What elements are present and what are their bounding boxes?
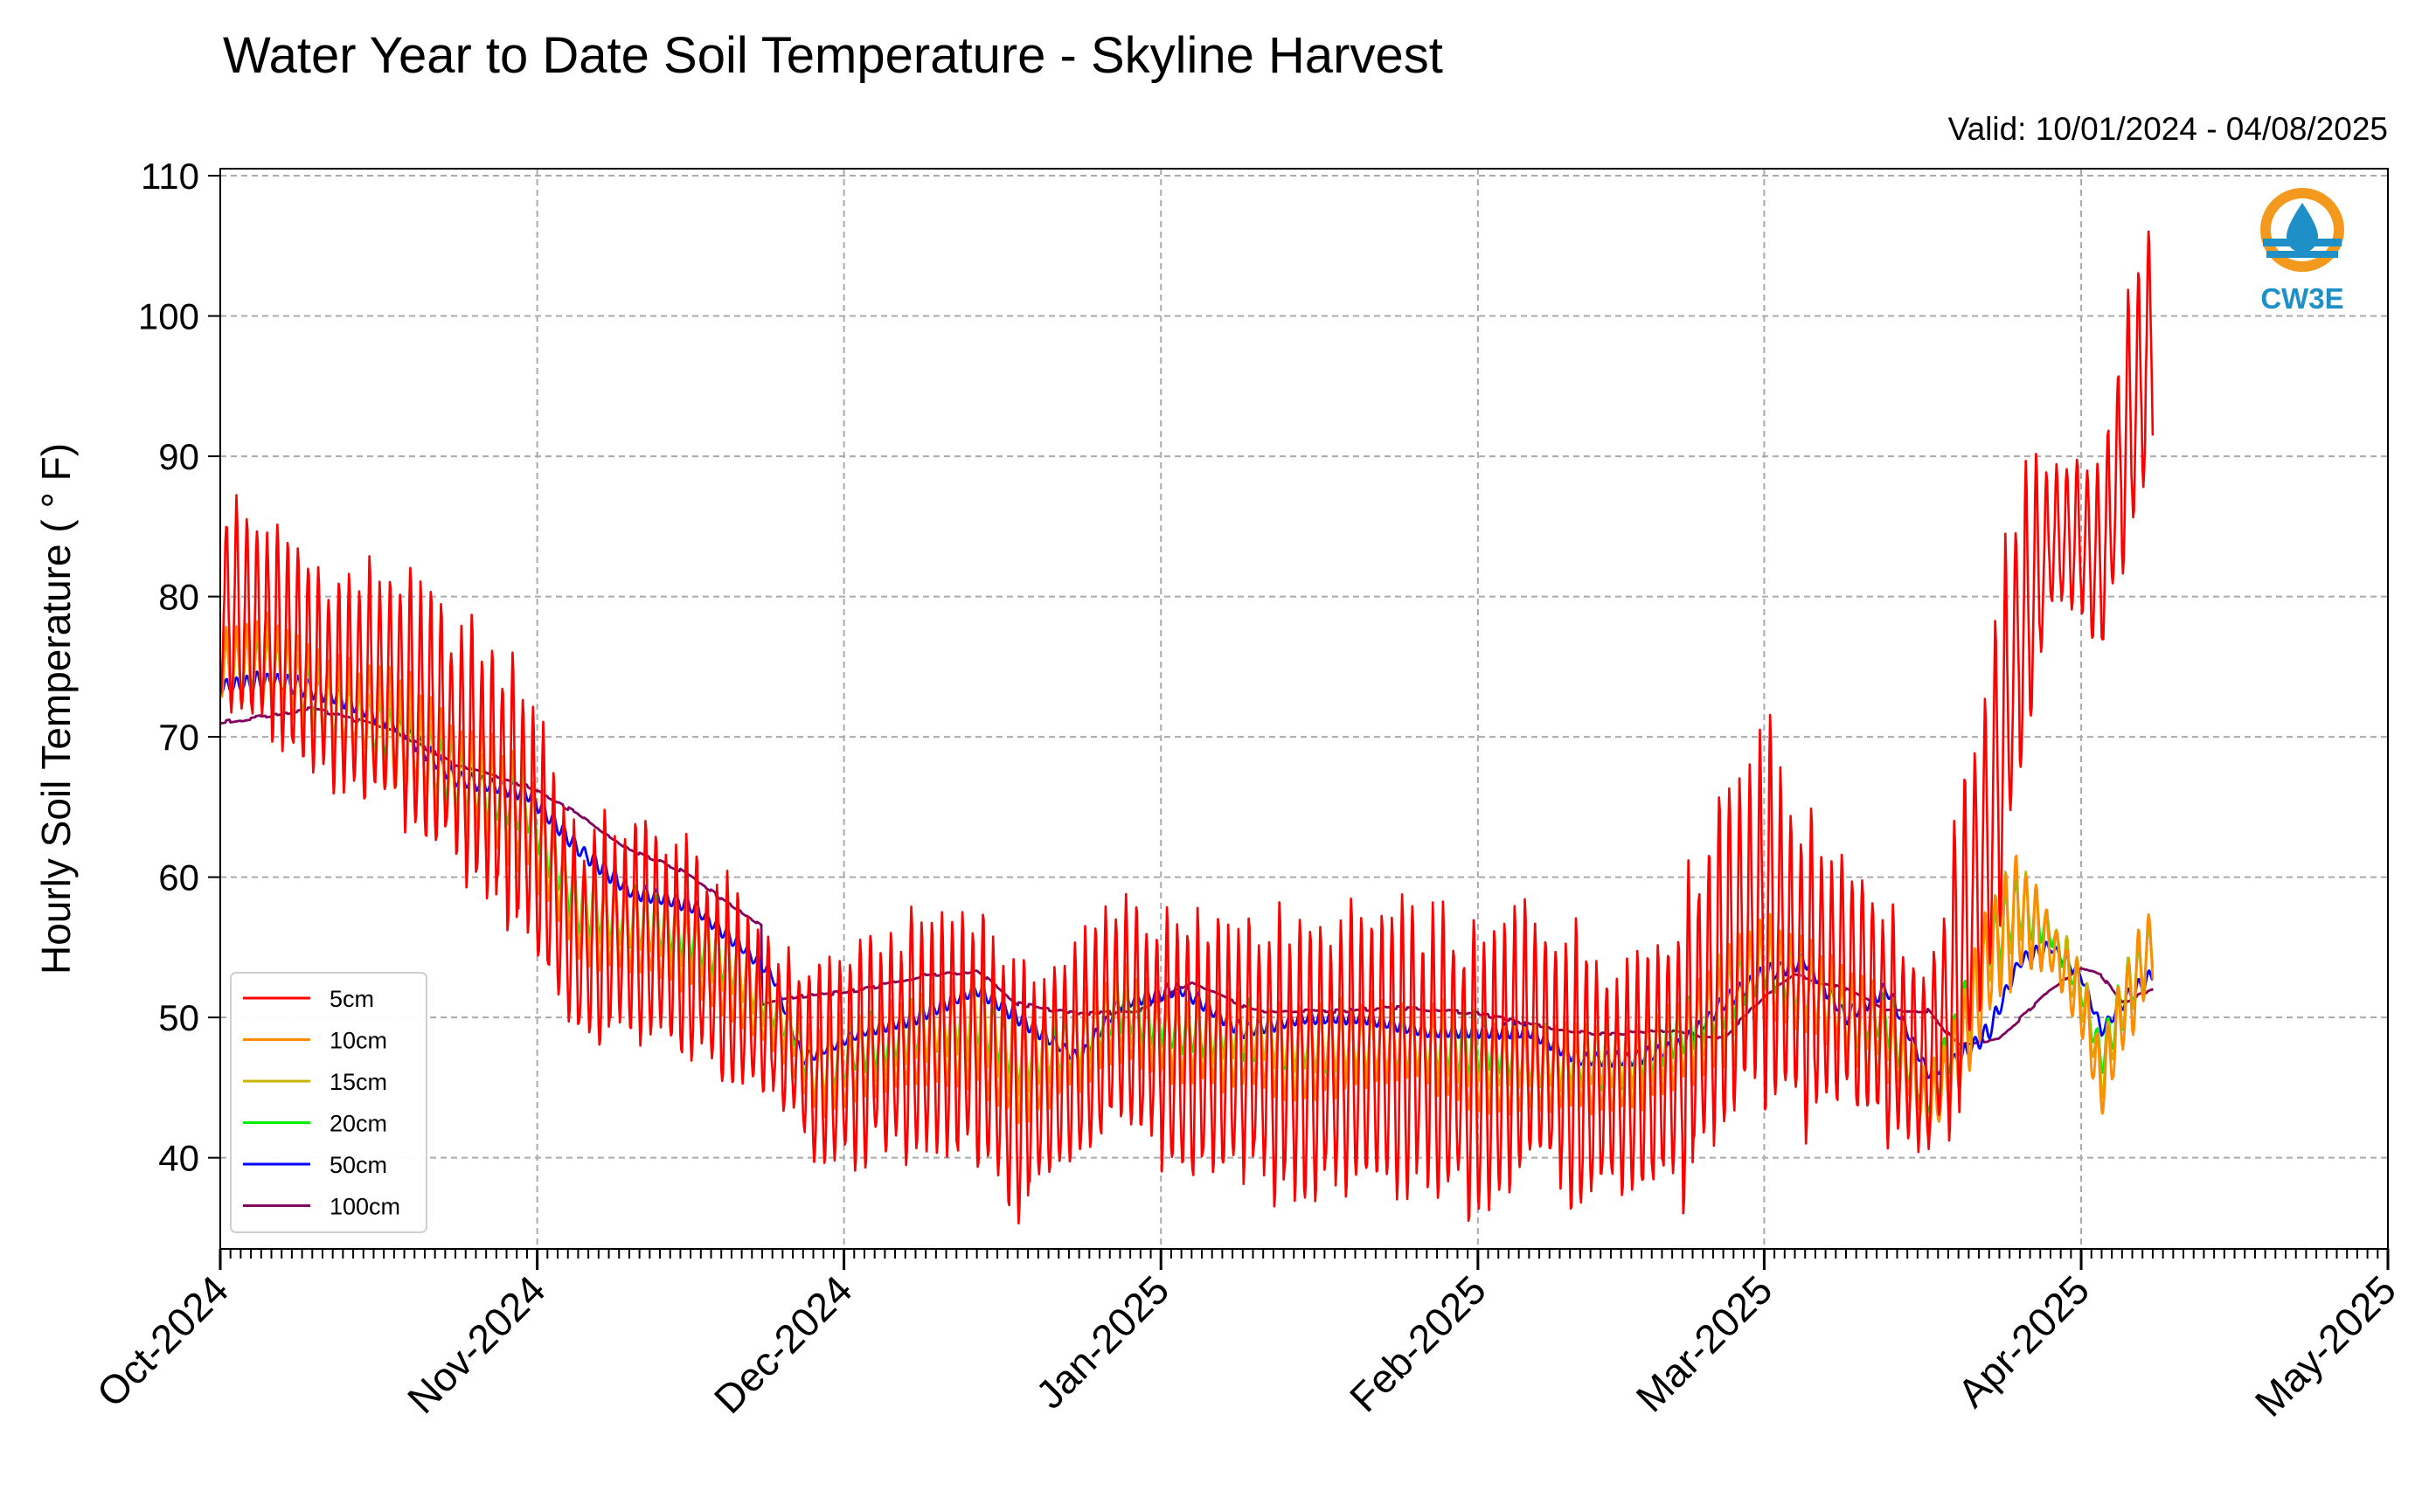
y-tick-label: 80 (158, 577, 199, 618)
y-tick-label: 60 (158, 857, 199, 898)
y-tick-label: 50 (158, 997, 199, 1038)
legend-label-5cm: 5cm (330, 986, 374, 1012)
legend-box (230, 972, 427, 1233)
legend-label-10cm: 10cm (330, 1028, 387, 1054)
chart-subtitle: Valid: 10/01/2024 - 04/08/2025 (1948, 111, 2388, 147)
legend-label-15cm: 15cm (330, 1069, 387, 1095)
legend-label-100cm: 100cm (330, 1194, 400, 1220)
legend-label-50cm: 50cm (330, 1152, 387, 1178)
y-axis-label: Hourly Soil Temperature ( ° F) (33, 443, 79, 974)
legend: 5cm 10cm 15cm 20cm 50cm 100cm (230, 972, 427, 1233)
cw3e-logo: CW3E (2260, 188, 2344, 315)
series-lines (220, 230, 2155, 1224)
chart-title: Water Year to Date Soil Temperature - Sk… (223, 27, 1443, 84)
y-tick-label: 70 (158, 717, 199, 758)
series-line-5cm (220, 230, 2155, 1224)
legend-label-20cm: 20cm (330, 1111, 387, 1137)
logo-text: CW3E (2260, 282, 2343, 315)
y-tick-label: 90 (158, 436, 199, 477)
logo-wave-icon (2266, 251, 2338, 258)
logo-wave-icon (2263, 239, 2342, 246)
y-tick-label: 40 (158, 1138, 199, 1179)
y-tick-label: 100 (138, 296, 199, 337)
y-tick-label: 110 (141, 156, 199, 197)
